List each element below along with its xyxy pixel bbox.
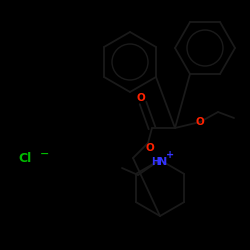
Text: O: O (196, 117, 204, 127)
Text: O: O (146, 143, 154, 153)
Text: Cl: Cl (18, 152, 31, 164)
Text: −: − (40, 149, 50, 159)
Text: N: N (158, 157, 168, 167)
Text: +: + (166, 150, 174, 160)
Text: H: H (151, 157, 159, 167)
Text: O: O (136, 93, 145, 103)
